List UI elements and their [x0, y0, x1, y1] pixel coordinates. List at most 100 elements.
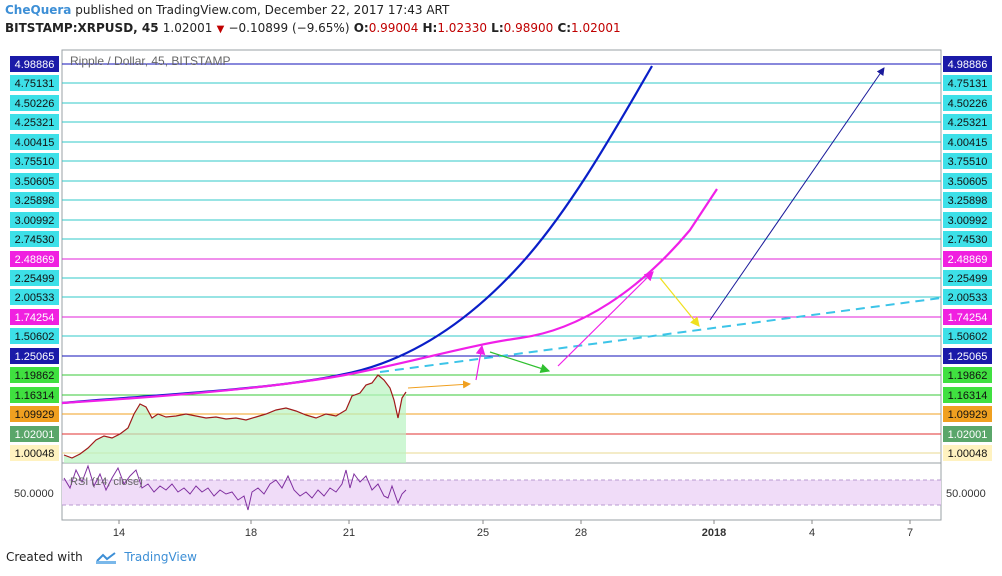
price-tag-label: 1.50602 [15, 331, 55, 343]
price-tag-bg [10, 75, 59, 91]
price-tag-bg [10, 114, 59, 130]
orange-arrow [407, 380, 471, 389]
green-arrow [489, 351, 551, 373]
price-tag-label: 3.00992 [948, 215, 988, 227]
price-tag-bg [943, 367, 992, 383]
low-value: 0.98900 [503, 21, 554, 35]
price-tag-label: 2.00533 [948, 292, 988, 304]
price-tag-bg [943, 173, 992, 189]
price-tag-bg [943, 426, 992, 442]
tradingview-link[interactable]: TradingView [124, 550, 197, 564]
price-tag-label: 3.25898 [948, 195, 988, 207]
price-tag-bg [10, 173, 59, 189]
high-label: H: [422, 21, 438, 35]
price-tag-bg [10, 212, 59, 228]
price-tag-label: 1.19862 [15, 370, 55, 382]
price-tag-bg [10, 309, 59, 325]
price-tag-label: 1.50602 [948, 331, 988, 343]
author-link[interactable]: CheQuera [5, 3, 72, 17]
price-tag-label: 1.25065 [948, 351, 988, 363]
x-tick-label: 18 [245, 527, 257, 539]
price-tag-label: 1.02001 [948, 429, 988, 441]
price-tag-bg [943, 445, 992, 461]
price-tag-label: 1.02001 [15, 429, 55, 441]
left-price-tags: 4.98886 4.75131 4.50226 4.25321 4.00415 3.755… [10, 56, 59, 461]
price-tag-bg [943, 348, 992, 364]
price-tag-bg [943, 192, 992, 208]
price-tag-label: 2.25499 [15, 273, 55, 285]
price-tag-label: 1.16314 [15, 390, 55, 402]
price-tag-label: 1.25065 [15, 351, 55, 363]
price-tag-label: 3.75510 [948, 156, 988, 168]
open-value: 0.99004 [368, 21, 419, 35]
price-tag-label: 2.74530 [948, 234, 988, 246]
footer: Created with TradingView [6, 550, 197, 565]
price-tag-bg [943, 328, 992, 344]
price-tag-bg [10, 192, 59, 208]
x-tick-label: 2018 [702, 527, 726, 539]
price-area [64, 375, 406, 463]
x-tick-label: 14 [113, 527, 125, 539]
rsi-band [62, 480, 941, 505]
price-tag-label: 1.00048 [15, 448, 55, 460]
price-tag-bg [10, 95, 59, 111]
price-tag-label: 4.98886 [15, 59, 55, 71]
magenta-arrow-long [557, 271, 654, 367]
x-tick-label: 25 [477, 527, 489, 539]
price-tag-label: 2.48869 [15, 254, 55, 266]
price-tag-bg [943, 75, 992, 91]
price-tag-label: 4.50226 [948, 98, 988, 110]
price-tag-label: 3.75510 [15, 156, 55, 168]
rsi-line [63, 464, 407, 511]
price-tag-bg [943, 134, 992, 150]
open-label: O: [353, 21, 369, 35]
dashed-trend-line [379, 297, 942, 373]
high-value: 1.02330 [437, 21, 487, 35]
tradingview-logo-icon [95, 551, 116, 564]
publish-info: CheQuera published on TradingView.com, D… [5, 3, 449, 17]
price-tag-label: 1.19862 [948, 370, 988, 382]
price-tag-label: 1.16314 [948, 390, 988, 402]
price-tag-bg [943, 114, 992, 130]
rsi-axis-right: 50.0000 [946, 488, 986, 500]
price-tag-label: 1.09929 [15, 409, 55, 421]
x-axis: 14 18 21 25 28 2018 4 7 [113, 520, 913, 539]
price-tag-label: 2.48869 [948, 254, 988, 266]
price-tag-label: 3.50605 [948, 176, 988, 188]
price-tag-bg [10, 251, 59, 267]
price-tag-bg [10, 153, 59, 169]
down-triangle-icon: ▼ [216, 24, 225, 35]
chart-title: Ripple / Dollar, 45, BITSTAMP [70, 54, 231, 68]
price-tag-bg [10, 387, 59, 403]
price-tag-bg [10, 426, 59, 442]
price-tag-label: 1.09929 [948, 409, 988, 421]
price-tag-label: 2.25499 [948, 273, 988, 285]
price-tag-label: 4.50226 [15, 98, 55, 110]
price-change: −0.10899 (−9.65%) [228, 21, 350, 35]
right-price-tags: 4.98886 4.75131 4.50226 4.25321 4.00415 3.755… [943, 56, 992, 461]
price-tag-label: 1.00048 [948, 448, 988, 460]
price-tag-bg [943, 56, 992, 72]
price-tag-bg [10, 445, 59, 461]
price-tag-bg [10, 406, 59, 422]
price-tag-bg [943, 212, 992, 228]
rsi-axis-left: 50.0000 [14, 488, 54, 500]
low-label: L: [491, 21, 504, 35]
price-tag-label: 4.00415 [948, 137, 988, 149]
price-tag-label: 2.00533 [15, 292, 55, 304]
price-tag-bg [943, 289, 992, 305]
price-tag-label: 4.00415 [15, 137, 55, 149]
price-tag-bg [10, 134, 59, 150]
price-tag-label: 1.74254 [948, 312, 988, 324]
x-tick-label: 28 [575, 527, 587, 539]
price-tag-bg [943, 153, 992, 169]
price-tag-label: 3.25898 [15, 195, 55, 207]
yellow-arrow [659, 277, 700, 327]
price-tag-bg [10, 56, 59, 72]
price-tag-label: 4.25321 [948, 117, 988, 129]
price-tag-label: 4.25321 [15, 117, 55, 129]
horizontal-levels [62, 63, 941, 454]
close-value: 1.02001 [571, 21, 621, 35]
x-tick-label: 21 [343, 527, 355, 539]
